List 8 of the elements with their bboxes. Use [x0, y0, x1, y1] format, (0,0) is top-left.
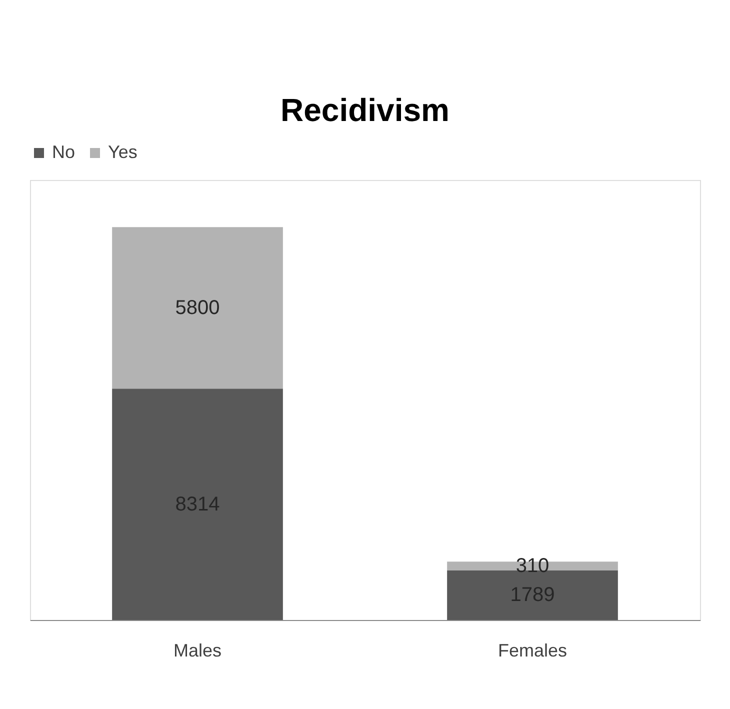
chart-title: Recidivism: [280, 92, 450, 128]
legend-label: Yes: [108, 142, 138, 162]
x-tick-label: Females: [498, 640, 568, 660]
legend-label: No: [52, 142, 76, 162]
data-label: 5800: [175, 296, 220, 319]
bar: [112, 227, 283, 389]
bar: [112, 388, 283, 620]
x-tick-label: Males: [173, 640, 222, 660]
